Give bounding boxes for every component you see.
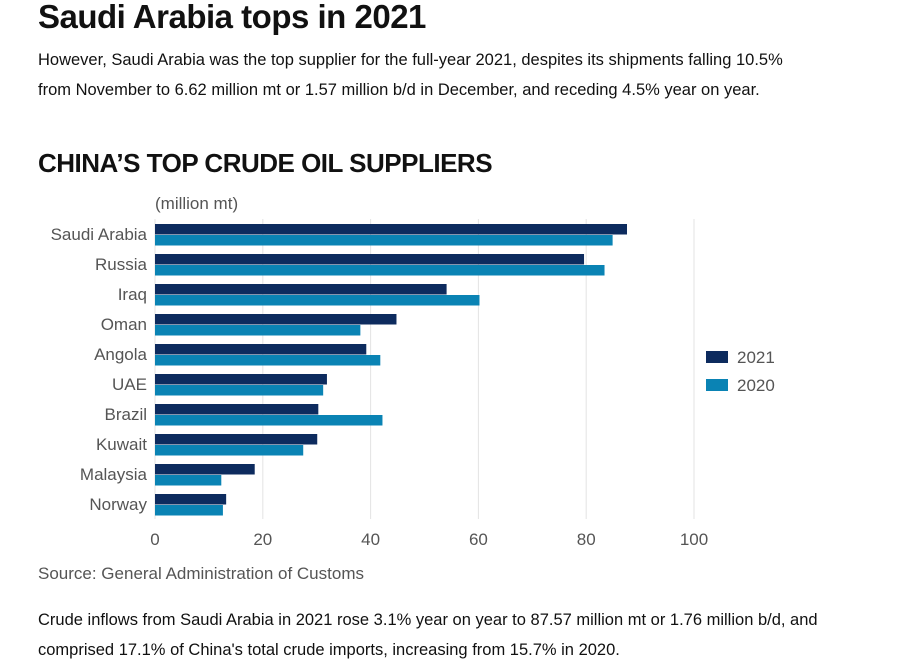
headline: Saudi Arabia tops in 2021	[38, 0, 426, 35]
source-note: Source: General Administration of Custom…	[38, 564, 364, 583]
category-label-angola: Angola	[94, 345, 147, 364]
bar-kuwait-2020	[155, 445, 304, 456]
bar-angola-2020	[155, 355, 381, 366]
bar-chart: (million mt) Saudi Arabia Russia Iraq Oman A…	[51, 194, 775, 549]
bar-brazil-2020	[155, 415, 383, 426]
legend-swatch-2020	[706, 379, 728, 391]
bar-oman-2020	[155, 325, 361, 336]
bar-norway-2021	[155, 494, 227, 505]
bar-uae-2020	[155, 385, 324, 396]
bar-angola-2021	[155, 344, 367, 355]
bar-norway-2020	[155, 505, 223, 516]
intro-paragraph: However, Saudi Arabia was the top suppli…	[38, 51, 783, 99]
bar-saudi-arabia-2020	[155, 235, 613, 246]
legend-label-2020: 2020	[737, 376, 775, 395]
bar-kuwait-2021	[155, 434, 318, 445]
bar-iraq-2021	[155, 284, 447, 295]
outro-paragraph: Crude inflows from Saudi Arabia in 2021 …	[38, 611, 818, 659]
category-label-russia: Russia	[95, 255, 148, 274]
category-labels: Saudi Arabia Russia Iraq Oman Angola UAE Brazi…	[51, 225, 148, 514]
bar-malaysia-2020	[155, 475, 222, 486]
category-label-uae: UAE	[112, 375, 147, 394]
x-tick-label-80: 80	[577, 530, 596, 549]
bar-malaysia-2021	[155, 464, 255, 475]
bar-brazil-2021	[155, 404, 319, 415]
legend: 2021 2020	[706, 348, 775, 395]
legend-swatch-2021	[706, 351, 728, 363]
bar-uae-2021	[155, 374, 327, 385]
x-tick-label-0: 0	[150, 530, 159, 549]
category-label-kuwait: Kuwait	[96, 435, 147, 454]
bar-oman-2021	[155, 314, 397, 325]
category-label-saudi-arabia: Saudi Arabia	[51, 225, 148, 244]
chart-title: CHINA’S TOP CRUDE OIL SUPPLIERS	[38, 148, 493, 178]
bar-saudi-arabia-2021	[155, 224, 628, 235]
bars	[155, 224, 628, 516]
x-tick-label-100: 100	[680, 530, 708, 549]
unit-label: (million mt)	[155, 194, 238, 213]
category-label-iraq: Iraq	[118, 285, 147, 304]
x-tick-label-40: 40	[361, 530, 380, 549]
bar-russia-2020	[155, 265, 605, 276]
x-tick-label-20: 20	[253, 530, 272, 549]
x-axis-ticks: 0 20 40 60 80 100	[150, 530, 708, 549]
bar-iraq-2020	[155, 295, 480, 306]
x-tick-label-60: 60	[469, 530, 488, 549]
category-label-malaysia: Malaysia	[80, 465, 148, 484]
bar-russia-2021	[155, 254, 585, 265]
legend-label-2021: 2021	[737, 348, 775, 367]
category-label-norway: Norway	[89, 495, 147, 514]
category-label-brazil: Brazil	[104, 405, 147, 424]
category-label-oman: Oman	[101, 315, 147, 334]
